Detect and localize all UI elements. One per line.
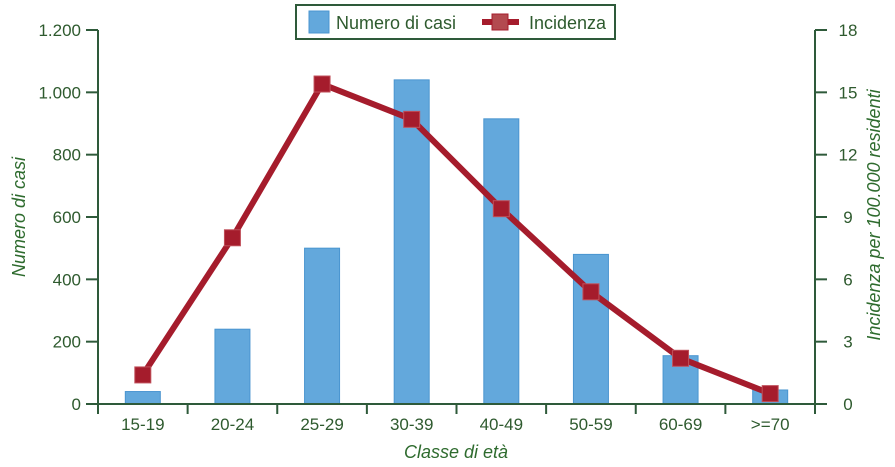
legend-marker-icon xyxy=(491,13,509,31)
legend: Numero di casi Incidenza xyxy=(295,4,616,40)
bar xyxy=(483,118,520,405)
y2-axis-title: Incidenza per 100.000 residenti xyxy=(864,88,884,340)
y2-tick-label: 6 xyxy=(843,270,852,289)
legend-line-label: Incidenza xyxy=(529,13,607,33)
y-tick-label: 400 xyxy=(53,270,81,289)
y-axis-title: Numero di casi xyxy=(9,156,29,277)
line-marker xyxy=(403,110,421,128)
axes: 0 200 400 600 800 1.000 1.200 0 3 6 9 12 15 18 15-19 20… xyxy=(38,21,857,434)
y2-tick-label: 12 xyxy=(839,146,858,165)
x-axis-title: Classe di età xyxy=(404,442,508,462)
y2-tick-label: 15 xyxy=(839,83,858,102)
x-tick-label: 15-19 xyxy=(121,415,164,434)
y-tick-label: 1.200 xyxy=(38,21,81,40)
bar xyxy=(304,247,341,405)
x-tick-label: 60-69 xyxy=(659,415,702,434)
line-marker xyxy=(582,283,600,301)
bar xyxy=(214,328,251,405)
legend-bar-swatch xyxy=(308,10,330,34)
line-marker xyxy=(672,349,690,367)
line-marker xyxy=(134,366,152,384)
x-tick-label: 20-24 xyxy=(211,415,254,434)
y-tick-label: 200 xyxy=(53,333,81,352)
x-tick-label: 50-59 xyxy=(569,415,612,434)
incidence-line xyxy=(140,81,772,397)
y-tick-label: 1.000 xyxy=(38,83,81,102)
line-marker xyxy=(492,200,510,218)
bar xyxy=(124,391,161,405)
x-tick-label: 25-29 xyxy=(300,415,343,434)
y2-tick-label: 9 xyxy=(843,208,852,227)
line-series xyxy=(134,75,779,403)
y2-tick-label: 18 xyxy=(839,21,858,40)
x-tick-label: 30-39 xyxy=(390,415,433,434)
x-tick-label: >=70 xyxy=(751,415,790,434)
line-marker xyxy=(761,385,779,403)
y-tick-label: 0 xyxy=(72,395,81,414)
line-marker xyxy=(313,75,331,93)
x-tick-label: 40-49 xyxy=(480,415,523,434)
line-marker xyxy=(223,229,241,247)
y-tick-label: 600 xyxy=(53,208,81,227)
y2-tick-label: 3 xyxy=(843,333,852,352)
y-tick-label: 800 xyxy=(53,146,81,165)
legend-bar-label: Numero di casi xyxy=(336,13,456,33)
y2-tick-label: 0 xyxy=(843,395,852,414)
